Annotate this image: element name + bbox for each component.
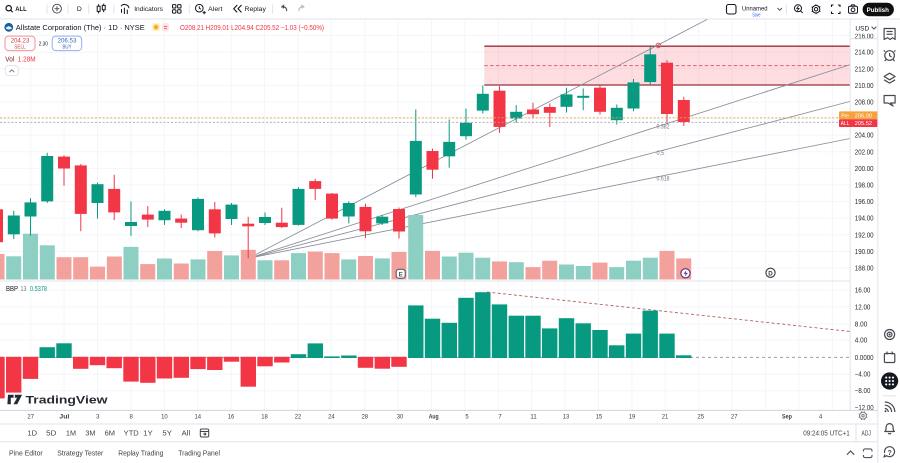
- svg-text:3: 3: [96, 413, 99, 420]
- svg-text:Save: Save: [752, 12, 760, 18]
- svg-text:202.00: 202.00: [855, 149, 874, 156]
- svg-text:TradingView: TradingView: [26, 395, 109, 407]
- svg-text:Pine Editor: Pine Editor: [9, 450, 43, 457]
- svg-text:19: 19: [629, 413, 636, 420]
- svg-text:Strategy Tester: Strategy Tester: [57, 450, 104, 457]
- svg-text:4: 4: [819, 413, 822, 420]
- svg-text:−12.00: −12.00: [855, 405, 874, 412]
- svg-text:8.00: 8.00: [855, 321, 868, 328]
- svg-text:2.30: 2.30: [39, 41, 48, 47]
- svg-text:196.00: 196.00: [855, 199, 874, 206]
- svg-text:ADJ: ADJ: [862, 431, 871, 438]
- svg-text:5D: 5D: [46, 431, 56, 438]
- svg-text:11: 11: [530, 413, 537, 420]
- svg-text:10: 10: [161, 413, 168, 420]
- svg-text:28: 28: [362, 413, 369, 420]
- svg-text:1D: 1D: [27, 431, 37, 438]
- svg-text:Alert: Alert: [208, 6, 222, 13]
- svg-text:216.00: 216.00: [855, 33, 874, 40]
- svg-text:13: 13: [21, 286, 27, 293]
- svg-text:208.00: 208.00: [855, 100, 874, 107]
- svg-text:Publish: Publish: [867, 7, 889, 14]
- svg-text:D: D: [768, 271, 773, 278]
- svg-text:0.5: 0.5: [657, 150, 665, 157]
- svg-text:22: 22: [295, 413, 302, 420]
- svg-text:205.52: 205.52: [855, 121, 872, 127]
- svg-text:192.00: 192.00: [855, 232, 874, 239]
- svg-text:O208.21 H209.01 L204.94 C205.5: O208.21 H209.01 L204.94 C205.52 −1.03 (−…: [180, 25, 324, 32]
- svg-text:5: 5: [465, 413, 468, 420]
- svg-text:188.00: 188.00: [855, 266, 874, 273]
- svg-text:18: 18: [261, 413, 268, 420]
- svg-text:8: 8: [129, 413, 132, 420]
- svg-text:6M: 6M: [105, 431, 116, 438]
- svg-text:Indicators: Indicators: [134, 6, 163, 13]
- svg-text:0.5378: 0.5378: [30, 286, 47, 293]
- svg-text:190.00: 190.00: [855, 249, 874, 256]
- svg-text:204.00: 204.00: [855, 133, 874, 140]
- svg-text:Jul: Jul: [59, 413, 69, 420]
- svg-text:Vol: Vol: [5, 56, 14, 63]
- svg-text:1.28M: 1.28M: [18, 56, 36, 63]
- svg-text:206.53: 206.53: [58, 38, 77, 45]
- svg-text:0.0000: 0.0000: [855, 355, 874, 362]
- svg-text:?: ?: [887, 450, 891, 457]
- svg-text:−4.00: −4.00: [855, 372, 871, 379]
- svg-text:Pre: Pre: [841, 113, 849, 119]
- svg-text:5Y: 5Y: [162, 431, 172, 438]
- svg-text:194.00: 194.00: [855, 216, 874, 223]
- svg-text:Sep: Sep: [782, 413, 792, 420]
- svg-text:200.00: 200.00: [855, 166, 874, 173]
- svg-text:BUY: BUY: [63, 45, 73, 51]
- svg-text:Aug: Aug: [429, 413, 439, 420]
- svg-text:12.00: 12.00: [855, 304, 871, 311]
- svg-text:21: 21: [662, 413, 669, 420]
- svg-text:1Y: 1Y: [143, 431, 153, 438]
- svg-text:14: 14: [195, 413, 202, 420]
- svg-text:25: 25: [697, 413, 704, 420]
- svg-text:09:24:05 UTC+1: 09:24:05 UTC+1: [803, 431, 850, 438]
- svg-text:ALL: ALL: [15, 6, 26, 13]
- svg-text:3M: 3M: [85, 431, 95, 438]
- svg-text:24: 24: [328, 413, 335, 420]
- svg-text:1M: 1M: [66, 431, 76, 438]
- svg-text:SELL: SELL: [14, 45, 26, 51]
- svg-text:Replay: Replay: [245, 6, 267, 13]
- svg-text:204.23: 204.23: [11, 38, 30, 45]
- svg-text:198.00: 198.00: [855, 183, 874, 190]
- svg-text:D: D: [77, 6, 82, 13]
- svg-text:Trading Panel: Trading Panel: [178, 450, 220, 457]
- svg-text:30: 30: [397, 413, 404, 420]
- svg-text:−8.00: −8.00: [855, 388, 871, 395]
- svg-text:Replay Trading: Replay Trading: [118, 450, 163, 457]
- svg-text:16.00: 16.00: [855, 288, 871, 295]
- svg-text:13: 13: [563, 413, 570, 420]
- svg-text:0.618: 0.618: [657, 175, 670, 182]
- svg-text:USD: USD: [855, 25, 869, 32]
- svg-text:15: 15: [596, 413, 603, 420]
- svg-text:7: 7: [498, 413, 501, 420]
- svg-text:27: 27: [27, 413, 34, 420]
- svg-text:E: E: [399, 271, 403, 278]
- svg-text:ALL: ALL: [841, 121, 850, 127]
- svg-text:206.00: 206.00: [855, 113, 872, 119]
- svg-text:YTD: YTD: [124, 431, 139, 438]
- svg-text:=: =: [164, 25, 168, 32]
- svg-text:Allstate Corporation (The) · 1: Allstate Corporation (The) · 1D · NYSE: [16, 23, 145, 32]
- svg-text:210.00: 210.00: [855, 83, 874, 90]
- svg-text:All: All: [182, 431, 191, 438]
- svg-text:214.00: 214.00: [855, 50, 874, 57]
- svg-text:Unnamed: Unnamed: [742, 5, 768, 12]
- svg-text:27: 27: [731, 413, 738, 420]
- svg-text:BBP: BBP: [6, 286, 18, 293]
- svg-text:4.00: 4.00: [855, 338, 868, 345]
- svg-text:212.00: 212.00: [855, 66, 874, 73]
- svg-text:16: 16: [228, 413, 235, 420]
- svg-text:0.382: 0.382: [657, 123, 670, 130]
